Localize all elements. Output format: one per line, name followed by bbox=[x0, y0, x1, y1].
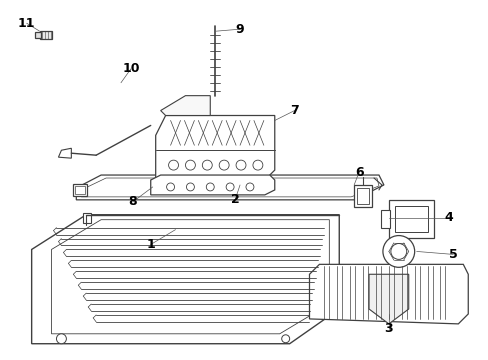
Polygon shape bbox=[32, 215, 339, 344]
Polygon shape bbox=[309, 264, 468, 324]
Text: 8: 8 bbox=[128, 195, 137, 208]
Circle shape bbox=[166, 183, 174, 191]
Text: 1: 1 bbox=[146, 238, 155, 251]
Polygon shape bbox=[76, 175, 383, 200]
Bar bbox=[353, 185, 371, 207]
Polygon shape bbox=[155, 116, 274, 180]
Polygon shape bbox=[51, 220, 328, 334]
Text: 9: 9 bbox=[235, 23, 244, 36]
Circle shape bbox=[252, 160, 263, 170]
Text: 7: 7 bbox=[290, 104, 298, 117]
Text: 6: 6 bbox=[354, 166, 363, 179]
Circle shape bbox=[390, 243, 406, 260]
Text: 2: 2 bbox=[230, 193, 239, 206]
Bar bbox=[356, 188, 368, 204]
Bar bbox=[40, 31, 51, 39]
Bar bbox=[388, 200, 433, 238]
Circle shape bbox=[219, 160, 229, 170]
Circle shape bbox=[206, 183, 214, 191]
Circle shape bbox=[225, 183, 234, 191]
Text: 3: 3 bbox=[384, 322, 392, 336]
Bar bbox=[83, 213, 91, 223]
Polygon shape bbox=[368, 274, 408, 324]
Bar bbox=[394, 206, 427, 231]
Circle shape bbox=[56, 334, 66, 344]
Polygon shape bbox=[81, 178, 378, 197]
Circle shape bbox=[236, 160, 245, 170]
Text: 4: 4 bbox=[443, 211, 452, 224]
Polygon shape bbox=[150, 175, 274, 195]
Circle shape bbox=[202, 160, 212, 170]
Bar bbox=[380, 210, 389, 228]
Circle shape bbox=[168, 160, 178, 170]
Circle shape bbox=[185, 160, 195, 170]
Bar bbox=[75, 186, 85, 194]
Circle shape bbox=[382, 235, 414, 267]
Circle shape bbox=[245, 183, 253, 191]
Circle shape bbox=[186, 183, 194, 191]
Text: 5: 5 bbox=[448, 248, 457, 261]
Polygon shape bbox=[161, 96, 210, 116]
Circle shape bbox=[281, 335, 289, 343]
Text: 11: 11 bbox=[18, 17, 35, 30]
Bar bbox=[73, 184, 87, 196]
Text: 10: 10 bbox=[122, 62, 140, 75]
Polygon shape bbox=[59, 148, 71, 158]
Bar bbox=[35, 32, 41, 38]
